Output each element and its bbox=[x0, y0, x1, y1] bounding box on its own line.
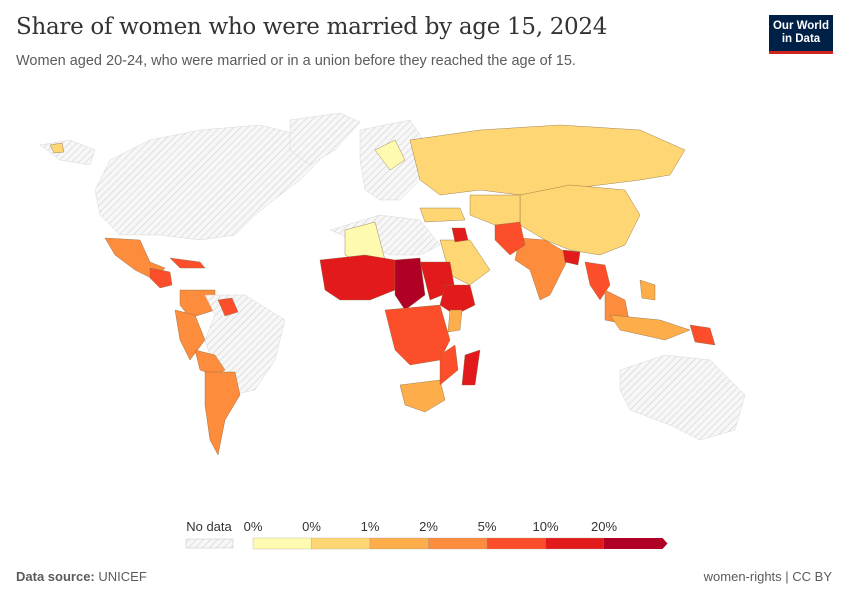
country-region[interactable] bbox=[217, 297, 239, 317]
world-map bbox=[39, 112, 746, 456]
legend-bin bbox=[545, 537, 605, 550]
country-region[interactable] bbox=[469, 194, 521, 226]
country-region[interactable] bbox=[419, 207, 466, 223]
owid-logo[interactable]: Our World in Data bbox=[769, 15, 833, 54]
country-region[interactable] bbox=[149, 267, 173, 289]
legend-tick-label: 20% bbox=[591, 519, 617, 534]
country-region[interactable] bbox=[169, 257, 206, 269]
logo-text: Our World in Data bbox=[772, 20, 829, 45]
source-link[interactable]: UNICEF bbox=[98, 569, 147, 584]
chart-subtitle: Women aged 20-24, who were married or in… bbox=[16, 53, 576, 69]
country-no-data[interactable] bbox=[94, 124, 321, 241]
country-region[interactable] bbox=[519, 184, 641, 256]
country-region[interactable] bbox=[514, 237, 571, 301]
legend-bin bbox=[311, 537, 371, 550]
legend-bin bbox=[486, 537, 546, 550]
country-region[interactable] bbox=[494, 221, 526, 256]
source-label: Data source: bbox=[16, 569, 95, 584]
country-region[interactable] bbox=[447, 309, 463, 333]
legend-no-data-swatch bbox=[185, 538, 234, 549]
country-no-data[interactable] bbox=[619, 354, 746, 441]
license[interactable]: women-rights | CC BY bbox=[703, 569, 832, 584]
chart-title: Share of women who were married by age 1… bbox=[16, 14, 608, 40]
country-region[interactable] bbox=[439, 344, 459, 386]
country-region[interactable] bbox=[609, 314, 691, 341]
country-region[interactable] bbox=[319, 254, 396, 301]
legend-no-data-label: No data bbox=[186, 519, 232, 534]
country-region[interactable] bbox=[639, 279, 656, 301]
country-region[interactable] bbox=[562, 249, 581, 266]
country-region[interactable] bbox=[174, 309, 206, 361]
country-region[interactable] bbox=[374, 139, 406, 171]
country-region[interactable] bbox=[394, 257, 426, 311]
legend-tick-label: 0% bbox=[244, 519, 263, 534]
legend-tick-label: 0% bbox=[302, 519, 321, 534]
legend-tick-label: 1% bbox=[361, 519, 380, 534]
legend-tick-label: 10% bbox=[532, 519, 558, 534]
country-no-data[interactable] bbox=[39, 139, 96, 166]
country-region[interactable] bbox=[689, 324, 716, 346]
country-region[interactable] bbox=[204, 371, 241, 456]
country-no-data[interactable] bbox=[329, 214, 441, 256]
country-region[interactable] bbox=[439, 284, 476, 316]
country-region[interactable] bbox=[399, 379, 446, 413]
data-source: Data source: UNICEF bbox=[16, 569, 147, 584]
country-region[interactable] bbox=[461, 349, 481, 386]
legend-bin bbox=[428, 537, 488, 550]
legend-bin bbox=[252, 537, 312, 550]
legend-bin-open-ended bbox=[604, 538, 668, 549]
country-no-data[interactable] bbox=[289, 112, 361, 166]
country-region[interactable] bbox=[451, 227, 469, 243]
legend-bin bbox=[369, 537, 429, 550]
legend-tick-label: 2% bbox=[419, 519, 438, 534]
country-region[interactable] bbox=[409, 124, 686, 196]
country-region[interactable] bbox=[49, 142, 65, 154]
legend-tick-label: 5% bbox=[478, 519, 497, 534]
